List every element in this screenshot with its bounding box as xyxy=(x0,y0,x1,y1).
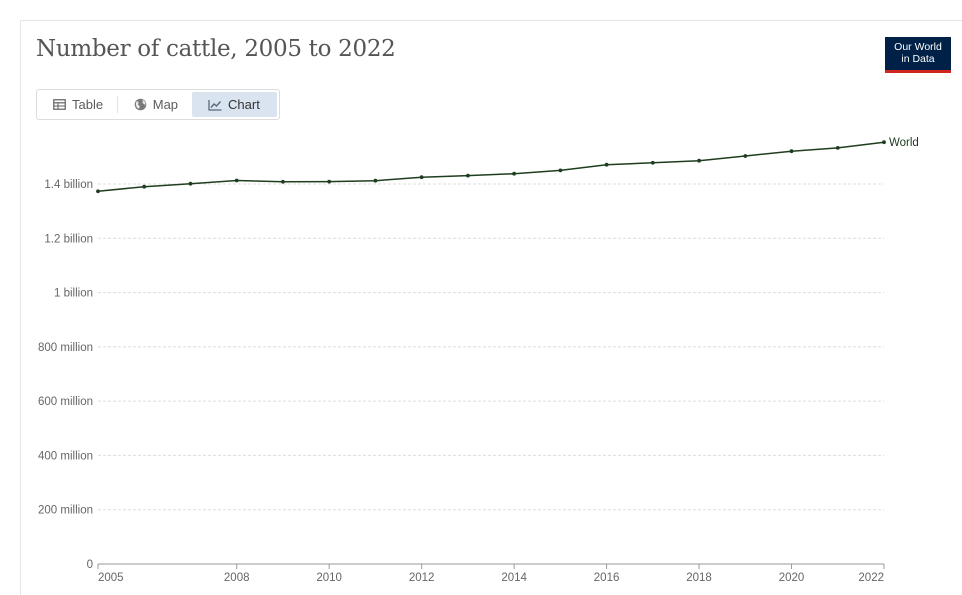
tab-table-label: Table xyxy=(72,97,104,112)
y-tick-label: 800 million xyxy=(38,342,93,354)
x-tick-label: 2010 xyxy=(316,572,342,584)
data-point[interactable] xyxy=(466,173,470,178)
y-tick-label: 0 xyxy=(87,559,93,571)
x-tick-label: 2014 xyxy=(501,572,527,584)
data-point[interactable] xyxy=(327,179,332,184)
data-point[interactable] xyxy=(882,140,886,145)
grid-lines xyxy=(98,183,884,511)
tab-chart[interactable]: Chart xyxy=(192,92,277,117)
x-tick-label: 2005 xyxy=(98,572,124,584)
view-tabs: Table Map Chart xyxy=(36,89,280,120)
owid-logo[interactable]: Our World in Data xyxy=(885,37,951,73)
tab-chart-label: Chart xyxy=(228,97,260,112)
x-tick-label: 2016 xyxy=(594,572,620,584)
data-point[interactable] xyxy=(835,146,840,150)
logo-line-2: in Data xyxy=(901,53,935,65)
line-chart-icon xyxy=(208,99,222,111)
y-tick-label: 400 million xyxy=(38,450,93,462)
data-point[interactable] xyxy=(650,160,655,165)
x-tick-label: 2022 xyxy=(858,572,884,584)
x-tick-label: 2018 xyxy=(686,572,712,584)
tab-table[interactable]: Table xyxy=(39,92,117,117)
x-axis-labels: 2005 2008 2010 2012 2014 2016 2018 2020 2022 xyxy=(98,572,884,584)
data-point[interactable] xyxy=(743,154,748,158)
data-point[interactable] xyxy=(697,158,701,163)
y-tick-label: 600 million xyxy=(38,396,93,408)
globe-icon xyxy=(134,98,147,111)
x-tick-label: 2012 xyxy=(409,572,435,584)
page-title: Number of cattle, 2005 to 2022 xyxy=(36,36,396,62)
tab-divider xyxy=(117,96,118,113)
series-label: World xyxy=(889,137,919,149)
data-point[interactable] xyxy=(558,168,563,173)
data-point[interactable] xyxy=(419,175,424,180)
data-point[interactable] xyxy=(142,184,147,189)
series-world: World xyxy=(96,137,919,194)
series-line[interactable] xyxy=(97,141,885,193)
x-tick-label: 2008 xyxy=(224,572,250,584)
data-point[interactable] xyxy=(188,181,193,186)
tab-map-label: Map xyxy=(152,97,179,112)
data-point[interactable] xyxy=(234,178,239,183)
data-point[interactable] xyxy=(96,189,100,194)
x-axis xyxy=(97,563,885,569)
data-point[interactable] xyxy=(604,162,609,167)
x-tick-label: 2020 xyxy=(779,572,805,584)
tab-map[interactable]: Map xyxy=(118,92,192,117)
y-tick-label: 1 billion xyxy=(54,288,93,300)
y-tick-label: 1.2 billion xyxy=(44,233,93,245)
data-point[interactable] xyxy=(373,178,378,183)
data-point[interactable] xyxy=(512,171,516,176)
y-axis-labels: 0 200 million 400 million 600 million 800 mi… xyxy=(38,179,93,571)
table-icon xyxy=(53,99,66,110)
y-tick-label: 200 million xyxy=(38,505,93,517)
logo-line-1: Our World xyxy=(894,41,942,53)
data-point[interactable] xyxy=(281,179,285,184)
data-point[interactable] xyxy=(789,149,794,154)
y-tick-label: 1.4 billion xyxy=(44,179,93,191)
